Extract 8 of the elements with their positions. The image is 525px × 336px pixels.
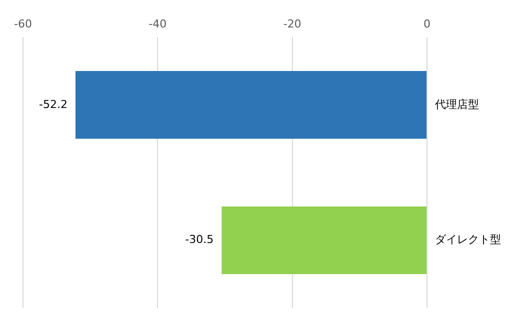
x-tick-label: -40 xyxy=(148,17,167,30)
x-tick-label: -60 xyxy=(14,17,32,30)
data-label: -52.2 xyxy=(39,98,68,111)
x-tick-label: 0 xyxy=(424,17,430,30)
y-tick-label: 代理店型 xyxy=(434,98,479,111)
y-tick-label: ダイレクト型 xyxy=(435,233,501,246)
data-label: -30.5 xyxy=(185,233,214,246)
x-tick-label: -20 xyxy=(283,17,302,30)
